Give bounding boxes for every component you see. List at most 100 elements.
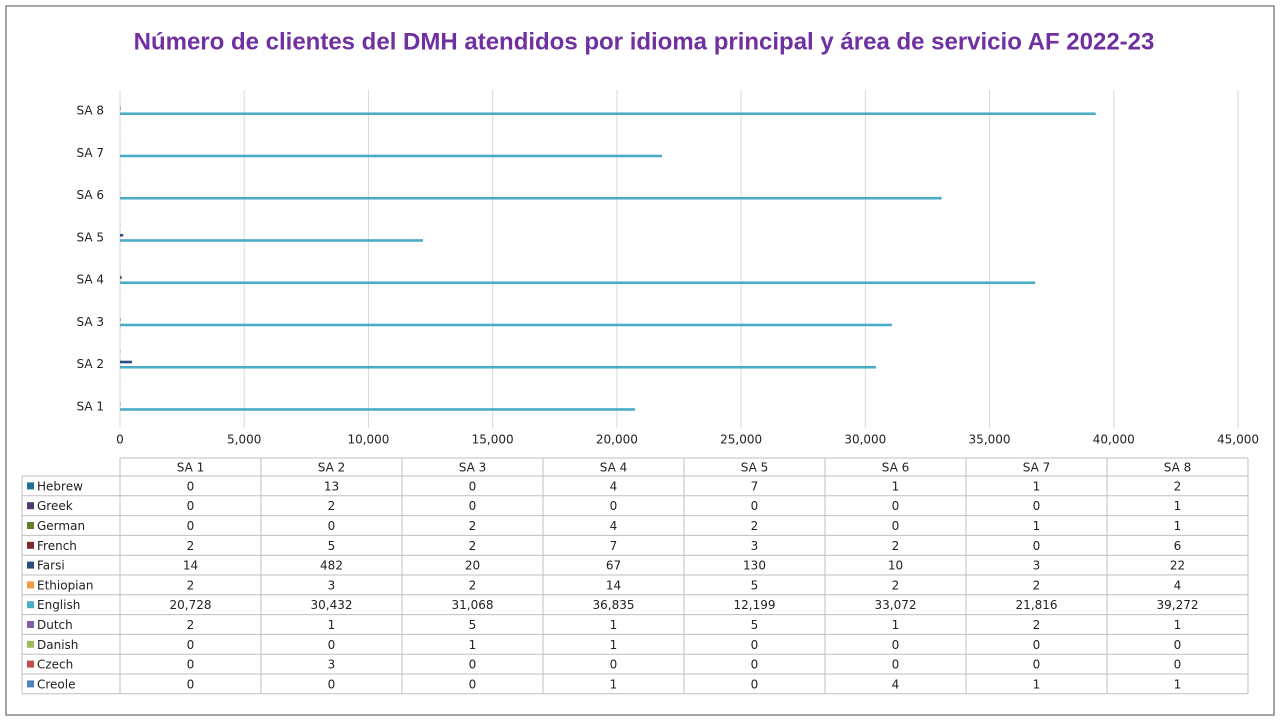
table-cell: 4: [610, 519, 618, 533]
table-cell: 2: [469, 539, 477, 553]
table-cell: 1: [1174, 677, 1182, 691]
y-tick-label: SA 2: [77, 357, 105, 371]
y-tick-label: SA 6: [77, 188, 105, 202]
table-cell: 0: [328, 638, 336, 652]
table-cell: 5: [328, 539, 336, 553]
table-cell: 21,816: [1016, 598, 1058, 612]
table-cell: 1: [1174, 499, 1182, 513]
table-cell: 20: [465, 559, 480, 573]
table-cell: 2: [469, 578, 477, 592]
table-cell: 4: [610, 479, 618, 493]
table-cell: 2: [892, 539, 900, 553]
bar: [120, 196, 942, 200]
table-cell: 0: [610, 499, 618, 513]
legend-label: Farsi: [37, 559, 65, 573]
table-cell: 0: [610, 658, 618, 672]
table-cell: 1: [1174, 519, 1182, 533]
legend-swatch: [27, 680, 34, 688]
table-cell: 2: [892, 578, 900, 592]
table-cell: 1: [1033, 479, 1041, 493]
x-tick-label: 30,000: [844, 433, 886, 447]
bar: [120, 360, 132, 364]
legend-swatch: [27, 640, 34, 648]
legend-swatch: [27, 482, 34, 490]
table-cell: 36,835: [593, 598, 635, 612]
bar: [120, 323, 892, 327]
table-cell: 3: [751, 539, 759, 553]
table-cell: 0: [469, 499, 477, 513]
table-cell: 14: [183, 559, 198, 573]
legend-label: Creole: [37, 677, 76, 691]
table-cell: 0: [1033, 638, 1041, 652]
bar: [120, 154, 663, 158]
x-tick-label: 45,000: [1217, 433, 1259, 447]
table-cell: 13: [324, 479, 339, 493]
x-tick-label: 40,000: [1093, 433, 1135, 447]
table-cell: 482: [320, 559, 343, 573]
table-cell: 2: [187, 578, 195, 592]
y-tick-label: SA 5: [77, 230, 105, 244]
legend-label: Dutch: [37, 618, 73, 632]
chart-title: Número de clientes del DMH atendidos por…: [134, 28, 1155, 55]
x-tick-label: 5,000: [227, 433, 261, 447]
table-cell: 0: [187, 499, 195, 513]
x-tick-label: 35,000: [969, 433, 1011, 447]
legend-label: Czech: [37, 658, 73, 672]
table-cell: 1: [892, 479, 900, 493]
table-cell: 3: [1033, 559, 1041, 573]
table-cell: 1: [469, 638, 477, 652]
table-cell: 0: [1033, 539, 1041, 553]
table-cell: 0: [187, 638, 195, 652]
legend-swatch: [27, 660, 34, 668]
bar: [120, 239, 424, 242]
table-cell: 2: [469, 519, 477, 533]
legend-swatch: [27, 541, 34, 549]
y-tick-label: SA 8: [77, 104, 105, 118]
table-cell: 0: [892, 519, 900, 533]
table-cell: 14: [606, 578, 621, 592]
table-cell: 1: [1033, 519, 1041, 533]
table-cell: 20,728: [170, 598, 212, 612]
table-header: SA 5: [741, 461, 769, 475]
table-cell: 0: [892, 499, 900, 513]
x-tick-label: 15,000: [472, 433, 514, 447]
table-cell: 0: [187, 677, 195, 691]
legend-label: Danish: [37, 638, 78, 652]
table-cell: 1: [328, 618, 336, 632]
legend-label: Ethiopian: [37, 578, 93, 592]
x-tick-label: 20,000: [596, 433, 638, 447]
table-cell: 67: [606, 559, 621, 573]
table-cell: 0: [751, 638, 759, 652]
y-tick-label: SA 1: [77, 399, 105, 413]
table-cell: 0: [469, 479, 477, 493]
table-cell: 0: [892, 658, 900, 672]
table-cell: 2: [187, 618, 195, 632]
table-cell: 5: [469, 618, 477, 632]
bar: [120, 408, 635, 411]
table-header: SA 3: [459, 461, 487, 475]
table-header: SA 6: [882, 461, 910, 475]
bar: [120, 276, 122, 279]
bar: [120, 107, 121, 110]
table-cell: 0: [187, 658, 195, 672]
y-tick-label: SA 3: [77, 315, 105, 329]
x-tick-label: 10,000: [347, 433, 389, 447]
table-cell: 2: [328, 499, 336, 513]
table-cell: 2: [1033, 618, 1041, 632]
table-header: SA 1: [177, 461, 205, 475]
table-cell: 0: [1174, 638, 1182, 652]
bar: [120, 365, 877, 369]
table-cell: 5: [751, 618, 759, 632]
table-cell: 1: [1174, 618, 1182, 632]
y-tick-label: SA 4: [77, 273, 105, 287]
table-cell: 2: [1033, 578, 1041, 592]
table-cell: 39,272: [1157, 598, 1199, 612]
bar: [120, 233, 124, 237]
bar: [120, 112, 1096, 116]
table-cell: 1: [892, 618, 900, 632]
table-cell: 0: [1033, 499, 1041, 513]
table-cell: 1: [610, 677, 618, 691]
legend-label: Hebrew: [37, 479, 83, 493]
table-cell: 2: [751, 519, 759, 533]
